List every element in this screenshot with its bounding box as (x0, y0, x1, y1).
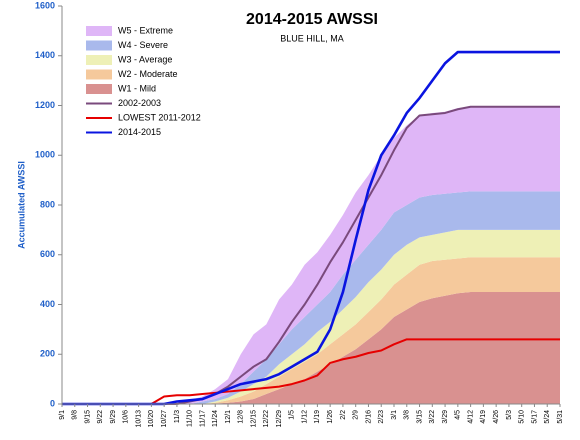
x-tick-label: 12/29 (276, 410, 283, 428)
area (62, 257, 560, 404)
x-tick-label: 2/23 (378, 410, 385, 424)
x-tick-label: 4/12 (467, 410, 474, 424)
legend-label: W3 - Average (118, 54, 172, 64)
x-tick-label: 11/24 (212, 410, 219, 427)
legend-label: 2002-2003 (118, 98, 161, 108)
chart-subtitle: BLUE HILL, MA (280, 33, 344, 43)
x-tick-label: 1/26 (327, 410, 334, 424)
areas (62, 106, 560, 405)
area (62, 106, 560, 405)
legend-label: 2014-2015 (118, 127, 161, 137)
x-tick-label: 9/15 (84, 410, 91, 424)
area (62, 191, 560, 404)
x-tick-label: 5/10 (519, 410, 526, 424)
x-tick-label: 3/29 (442, 410, 449, 424)
x-tick-label: 2/2 (340, 410, 347, 420)
axes: 0 200 400 600 800 1000 1200 1400 1600 9/1 9/8 9/15 9… (35, 0, 564, 427)
y-tick-label: 0 (50, 398, 55, 408)
legend-swatch (86, 26, 112, 36)
x-tick-label: 12/22 (263, 410, 270, 428)
y-tick-label: 1200 (35, 100, 55, 110)
legend-label: LOWEST 2011-2012 (118, 112, 201, 122)
x-tick-label: 9/22 (97, 410, 104, 424)
x-tick-label: 9/8 (72, 410, 79, 420)
x-tick-label: 2/9 (353, 410, 360, 420)
x-tick-label: 1/19 (314, 410, 321, 424)
x-tick-label: 10/6 (123, 410, 130, 424)
x-tick-label: 3/15 (416, 410, 423, 424)
x-tick-label: 10/20 (148, 410, 155, 428)
x-tick-label: 2/16 (365, 410, 372, 424)
legend-swatch (86, 84, 112, 94)
y-tick-label: 200 (40, 349, 55, 359)
x-tick-label: 12/15 (250, 410, 257, 428)
y-tick-label: 1600 (35, 0, 55, 10)
x-tick-label: 9/29 (110, 410, 117, 424)
legend-swatch (86, 55, 112, 65)
x-tick-label: 1/5 (289, 410, 296, 420)
x-tick-label: 5/17 (531, 410, 538, 424)
chart-title: 2014-2015 AWSSI (246, 11, 378, 28)
x-tick-label: 10/13 (135, 410, 142, 428)
y-tick-label: 600 (40, 249, 55, 259)
x-tick-label: 3/22 (429, 410, 436, 424)
x-tick-label: 11/17 (199, 410, 206, 427)
legend: W5 - Extreme W4 - Severe W3 - Average W2 - … (86, 25, 201, 137)
y-tick-label: 1400 (35, 50, 55, 60)
x-tick-label: 4/26 (493, 410, 500, 424)
legend-label: W5 - Extreme (118, 25, 173, 35)
y-tick-label: 400 (40, 299, 55, 309)
x-tick-label: 12/1 (225, 410, 232, 424)
x-tick-label: 3/1 (391, 410, 398, 420)
x-tick-label: 5/31 (557, 410, 564, 424)
y-axis-label: Accumulated AWSSI (16, 161, 26, 249)
y-tick-label: 800 (40, 199, 55, 209)
x-tick-label: 1/12 (301, 410, 308, 424)
y-tick-label: 1000 (35, 150, 55, 160)
x-tick-label: 4/19 (480, 410, 487, 424)
area (62, 229, 560, 404)
legend-swatch (86, 40, 112, 51)
legend-label: W1 - Mild (118, 83, 156, 93)
x-tick-label: 5/24 (544, 410, 551, 424)
x-tick-label: 4/5 (455, 410, 462, 420)
x-tick-label: 10/27 (161, 410, 168, 428)
x-tick-label: 11/10 (187, 410, 194, 427)
legend-label: W2 - Moderate (118, 69, 178, 79)
legend-label: W4 - Severe (118, 40, 168, 50)
legend-swatch (86, 69, 112, 80)
x-tick-label: 12/8 (238, 410, 245, 424)
area (62, 292, 560, 404)
x-tick-label: 9/1 (59, 410, 66, 420)
x-tick-label: 5/3 (506, 410, 513, 420)
x-tick-label: 3/8 (404, 410, 411, 420)
x-tick-label: 11/3 (174, 410, 181, 423)
